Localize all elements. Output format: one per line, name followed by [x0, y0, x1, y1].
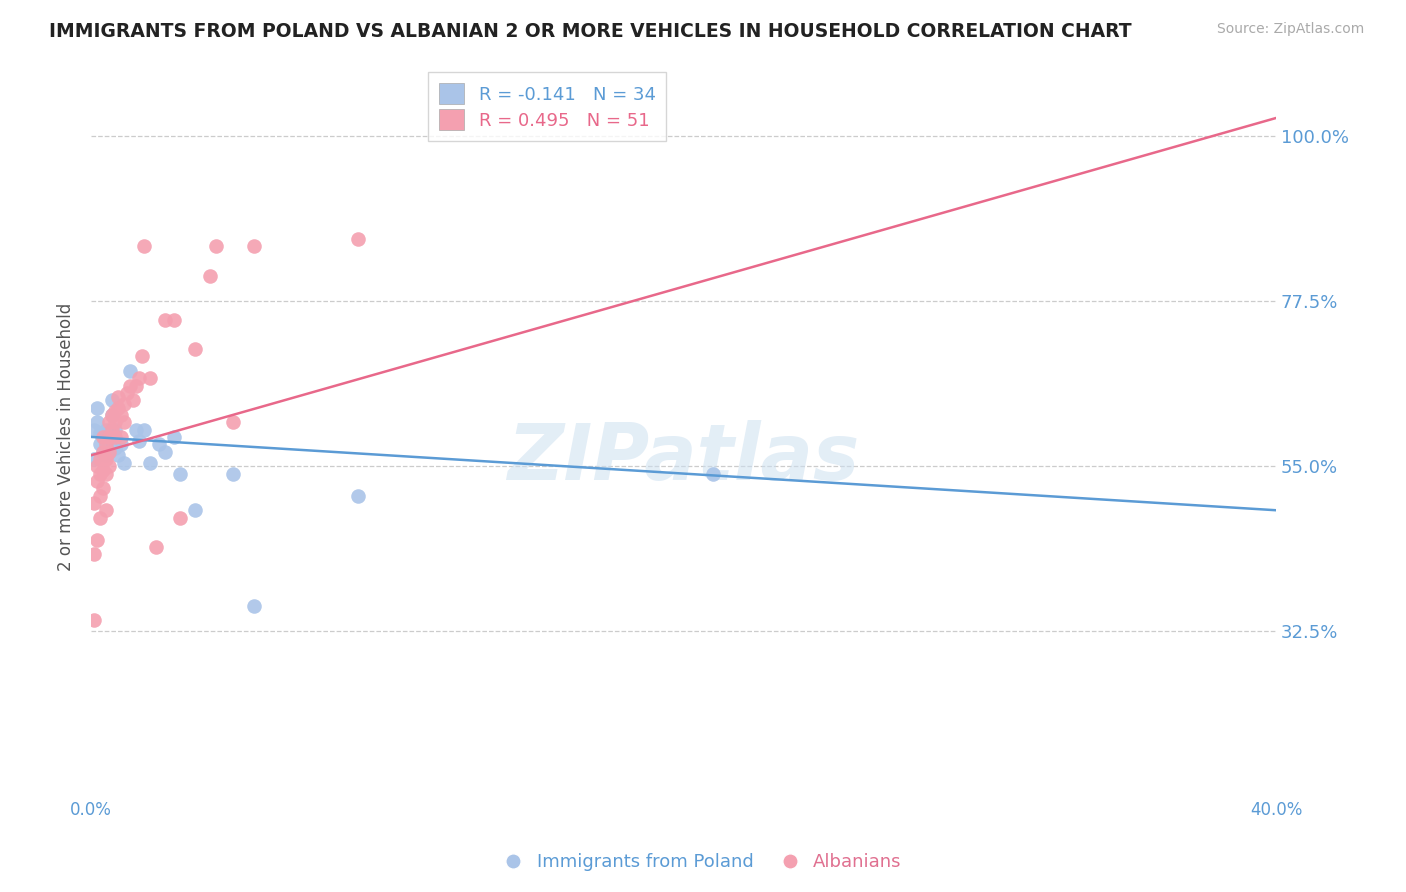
Point — [112, 397, 135, 411]
Point — [101, 408, 124, 422]
Point — [163, 430, 186, 444]
Point — [118, 378, 141, 392]
Point — [204, 239, 226, 253]
Point — [163, 312, 186, 326]
Point — [89, 437, 111, 451]
Point — [86, 415, 108, 429]
Legend: Immigrants from Poland, Albanians: Immigrants from Poland, Albanians — [498, 847, 908, 879]
Point — [97, 444, 120, 458]
Point — [124, 378, 146, 392]
Y-axis label: 2 or more Vehicles in Household: 2 or more Vehicles in Household — [58, 302, 75, 571]
Text: ZIPatlas: ZIPatlas — [508, 420, 859, 497]
Point — [94, 467, 117, 481]
Point — [222, 467, 245, 481]
Point — [91, 463, 114, 477]
Point — [89, 426, 111, 441]
Point — [94, 448, 117, 462]
Point — [91, 430, 114, 444]
Point — [94, 503, 117, 517]
Point — [128, 434, 150, 448]
Point — [86, 474, 108, 488]
Point — [97, 426, 120, 441]
Point — [86, 401, 108, 415]
Legend: R = -0.141   N = 34, R = 0.495   N = 51: R = -0.141 N = 34, R = 0.495 N = 51 — [427, 72, 666, 141]
Point — [110, 437, 132, 451]
Point — [104, 404, 127, 418]
Point — [139, 371, 162, 385]
Point — [112, 415, 135, 429]
Point — [131, 349, 153, 363]
Point — [94, 451, 117, 466]
Point — [107, 390, 129, 404]
Point — [346, 232, 368, 246]
Point — [83, 613, 105, 627]
Point — [243, 599, 266, 613]
Point — [94, 437, 117, 451]
Text: IMMIGRANTS FROM POLAND VS ALBANIAN 2 OR MORE VEHICLES IN HOUSEHOLD CORRELATION C: IMMIGRANTS FROM POLAND VS ALBANIAN 2 OR … — [49, 22, 1132, 41]
Point — [118, 364, 141, 378]
Point — [104, 441, 127, 455]
Point — [198, 268, 221, 283]
Point — [104, 430, 127, 444]
Point — [112, 456, 135, 470]
Point — [110, 408, 132, 422]
Point — [107, 448, 129, 462]
Point — [222, 415, 245, 429]
Point — [91, 444, 114, 458]
Point — [101, 393, 124, 408]
Point — [97, 415, 120, 429]
Point — [124, 423, 146, 437]
Point — [89, 467, 111, 481]
Point — [89, 510, 111, 524]
Point — [104, 423, 127, 437]
Point — [97, 459, 120, 474]
Point — [169, 510, 191, 524]
Point — [86, 533, 108, 547]
Point — [153, 312, 176, 326]
Point — [139, 456, 162, 470]
Point — [134, 239, 156, 253]
Point — [83, 547, 105, 561]
Point — [89, 489, 111, 503]
Point — [702, 467, 724, 481]
Point — [91, 444, 114, 458]
Point — [101, 423, 124, 437]
Point — [89, 451, 111, 466]
Point — [101, 408, 124, 422]
Point — [184, 342, 207, 356]
Point — [184, 503, 207, 517]
Point — [83, 496, 105, 510]
Point — [94, 437, 117, 451]
Point — [97, 430, 120, 444]
Point — [86, 459, 108, 474]
Point — [83, 423, 105, 437]
Point — [83, 451, 105, 466]
Point — [94, 423, 117, 437]
Point — [346, 489, 368, 503]
Point — [128, 371, 150, 385]
Point — [148, 437, 170, 451]
Point — [145, 540, 167, 554]
Point — [134, 423, 156, 437]
Point — [107, 401, 129, 415]
Point — [169, 467, 191, 481]
Point — [104, 415, 127, 429]
Point — [110, 430, 132, 444]
Point — [115, 386, 138, 401]
Point — [97, 444, 120, 458]
Text: Source: ZipAtlas.com: Source: ZipAtlas.com — [1216, 22, 1364, 37]
Point — [91, 481, 114, 495]
Point — [91, 430, 114, 444]
Point — [153, 444, 176, 458]
Point — [243, 239, 266, 253]
Point — [121, 393, 143, 408]
